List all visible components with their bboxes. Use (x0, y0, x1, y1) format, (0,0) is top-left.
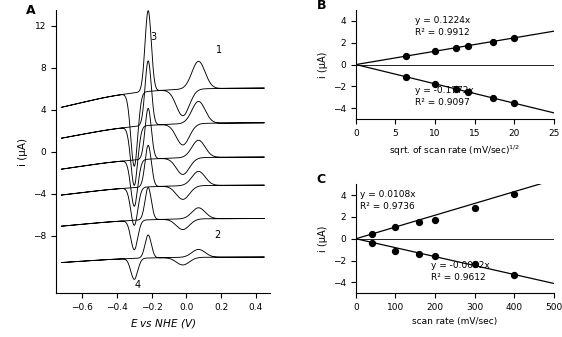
Text: 2: 2 (214, 230, 220, 240)
Point (367, 232, 376, 237)
X-axis label: E $vs$ NHE (V): E $vs$ NHE (V) (130, 317, 196, 331)
Point (470, 262, 479, 267)
Point (470, 206, 479, 211)
Point (510, 191, 519, 197)
Point (451, 86, 460, 91)
Point (391, 224, 400, 230)
X-axis label: scan rate (mV/sec): scan rate (mV/sec) (412, 317, 497, 327)
Text: y = -0.1772x: y = -0.1772x (415, 86, 474, 95)
Text: R² = 0.9612: R² = 0.9612 (431, 273, 486, 281)
Text: B: B (316, 0, 326, 12)
Point (401, 54, 410, 59)
Point (430, 254, 439, 259)
Text: R² = 0.9097: R² = 0.9097 (415, 98, 470, 107)
Point (391, 249, 400, 254)
Point (401, 74, 410, 79)
Point (430, 81, 439, 86)
Text: 3: 3 (150, 32, 156, 41)
Point (451, 45, 460, 50)
Y-axis label: i (μA): i (μA) (318, 51, 328, 78)
Y-axis label: i (μA): i (μA) (318, 225, 328, 252)
Point (510, 35, 519, 40)
Point (415, 220, 424, 225)
Point (463, 43, 472, 49)
Point (463, 89, 472, 94)
Text: R² = 0.9912: R² = 0.9912 (415, 28, 470, 36)
Point (415, 251, 424, 257)
Point (488, 95, 497, 100)
Text: y = 0.0108x: y = 0.0108x (360, 190, 415, 199)
Point (488, 39, 497, 44)
Point (430, 217, 439, 223)
Text: 1: 1 (216, 45, 222, 55)
Text: C: C (316, 174, 325, 186)
Point (367, 240, 376, 246)
Text: 4: 4 (135, 280, 141, 289)
Text: A: A (26, 4, 36, 18)
Y-axis label: i (μA): i (μA) (17, 137, 28, 166)
Point (510, 100, 519, 106)
Text: R² = 0.9736: R² = 0.9736 (360, 202, 415, 211)
X-axis label: sqrt. of scan rate (mV/sec)$^{1/2}$: sqrt. of scan rate (mV/sec)$^{1/2}$ (389, 143, 520, 158)
Point (510, 272, 519, 277)
Text: y = 0.1224x: y = 0.1224x (415, 16, 470, 25)
Text: y = -0.0082x: y = -0.0082x (431, 261, 490, 270)
Point (430, 49, 439, 54)
